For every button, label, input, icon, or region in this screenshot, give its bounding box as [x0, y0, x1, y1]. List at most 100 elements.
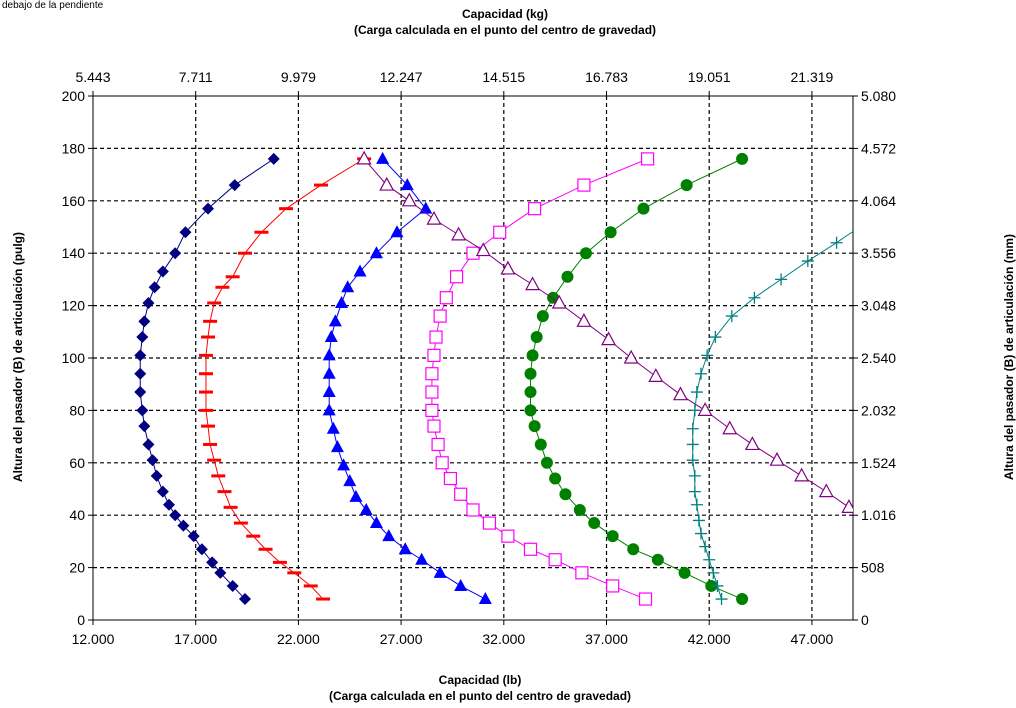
data-point: [238, 251, 252, 255]
data-point: [401, 192, 417, 207]
x-axis-title-line2: (Carga calculada en el punto del centro …: [329, 689, 631, 703]
data-point: [324, 330, 338, 343]
data-point: [678, 566, 691, 579]
data-point: [198, 408, 213, 412]
data-point: [223, 505, 238, 509]
data-point: [648, 368, 664, 382]
data-point: [439, 291, 453, 305]
data-point: [688, 404, 701, 417]
data-point: [136, 331, 149, 344]
data-point: [722, 420, 738, 435]
data-point: [228, 179, 241, 192]
data-point: [169, 509, 182, 522]
data-point: [233, 521, 248, 525]
data-point: [156, 485, 169, 498]
data-point: [134, 367, 147, 380]
data-point: [540, 456, 553, 469]
data-point: [239, 593, 251, 606]
data-point: [500, 260, 516, 275]
data-point: [201, 335, 216, 339]
data-point: [398, 542, 412, 555]
data-point: [215, 285, 230, 289]
data-point: [686, 454, 699, 467]
x-top-tick-label: 5.443: [75, 69, 110, 85]
data-point: [640, 152, 655, 166]
data-point: [322, 403, 336, 416]
y-axis-title-left: Altura del pasador (B) de articulación (…: [11, 232, 25, 482]
series-2: [198, 157, 372, 601]
data-point: [138, 315, 151, 328]
data-point: [415, 552, 429, 565]
data-point: [525, 276, 541, 291]
x-tick-label: 27.000: [380, 631, 423, 647]
top-axis-title-line2: (Carga calculada en el punto del centro …: [354, 23, 656, 37]
data-point: [466, 503, 480, 517]
x-tick-label: 12.000: [72, 631, 115, 647]
data-point: [454, 487, 468, 501]
y-tick-label: 140: [62, 245, 86, 261]
y-tick-label: 60: [69, 455, 85, 471]
data-point: [548, 553, 562, 567]
data-point: [169, 247, 182, 260]
data-point: [376, 151, 390, 164]
data-point: [559, 488, 572, 501]
data-point: [449, 270, 464, 284]
x-axis-title-line1: Capacidad (lb): [439, 673, 522, 687]
data-point: [588, 517, 601, 530]
data-point: [214, 566, 227, 579]
data-point: [337, 458, 351, 471]
data-point: [314, 183, 328, 187]
series-4: [425, 152, 655, 606]
y-axis-title-right: Altura del pasador (B) de articulación (…: [1002, 234, 1016, 480]
x-top-tick-label: 21.319: [791, 69, 834, 85]
series-layer: [134, 150, 869, 606]
data-point: [686, 422, 699, 435]
data-point: [697, 402, 713, 416]
data-point: [577, 178, 591, 192]
y-tick-label: 0: [77, 612, 85, 628]
data-point: [857, 218, 869, 230]
data-point: [322, 385, 336, 398]
y-right-tick-label: 2.540: [861, 350, 896, 366]
x-tick-label: 17.000: [174, 631, 217, 647]
data-point: [482, 516, 497, 530]
x-top-tick-label: 14.515: [482, 69, 525, 85]
data-point: [699, 540, 712, 553]
data-point: [246, 534, 261, 538]
data-point: [330, 440, 344, 453]
data-point: [207, 301, 222, 305]
data-point: [775, 273, 788, 286]
y-tick-label: 40: [69, 507, 85, 523]
data-point: [369, 516, 383, 529]
data-point: [695, 367, 707, 380]
y-right-tick-label: 1.016: [861, 507, 896, 523]
data-point: [369, 246, 383, 259]
data-point: [451, 226, 467, 241]
data-point: [493, 225, 507, 239]
data-point: [425, 367, 439, 381]
data-point: [226, 579, 239, 592]
data-point: [206, 556, 219, 569]
data-point: [528, 420, 541, 433]
data-point: [316, 597, 331, 601]
data-point: [637, 202, 650, 215]
data-point: [400, 178, 414, 191]
data-point: [830, 236, 843, 249]
data-point: [528, 202, 542, 216]
data-point: [195, 543, 208, 556]
data-point: [627, 543, 640, 556]
data-point: [690, 386, 703, 399]
x-tick-label: 37.000: [585, 631, 628, 647]
data-point: [433, 565, 447, 578]
data-point: [524, 367, 537, 380]
x-tick-label: 47.000: [791, 631, 834, 647]
data-point: [287, 571, 302, 575]
x-tick-label: 22.000: [277, 631, 320, 647]
y-tick-label: 200: [62, 88, 86, 104]
data-point: [390, 225, 404, 238]
data-point: [601, 331, 617, 346]
data-point: [138, 420, 151, 433]
data-point: [267, 152, 280, 165]
data-point: [179, 226, 192, 239]
